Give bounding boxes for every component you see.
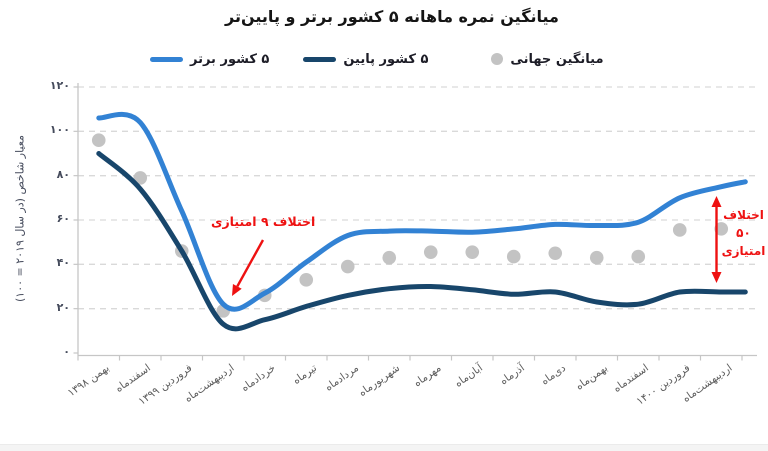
y-tick-label: ۴۰ <box>56 256 70 270</box>
y-tick-label: ۲۰ <box>56 300 70 314</box>
legend-label-world-average: میانگین جهانی <box>510 51 604 67</box>
x-axis-label: مردادماه <box>322 362 361 394</box>
line-top5 <box>96 111 748 312</box>
legend-dot-swatch-world-average <box>491 53 504 65</box>
annotation-arrow-shaft <box>236 239 265 287</box>
y-tick-label: ۰ <box>63 345 70 358</box>
x-axis-label: خردادماه <box>238 362 278 395</box>
x-axis-label: مهرماه <box>411 362 444 390</box>
dot-world-average <box>548 246 563 261</box>
x-axis-label: بهمن‌ماه <box>573 362 610 393</box>
dot-world-average <box>133 171 148 185</box>
legend-label-bottom5: ۵ کشور پایین <box>343 51 429 67</box>
legend-item-world-average: میانگین جهانی <box>491 51 604 67</box>
y-tick-label: ۱۰۰ <box>49 123 70 137</box>
y-tick-label: ۶۰ <box>56 211 70 225</box>
annotation-arrowhead <box>232 283 242 296</box>
dot-world-average <box>257 288 272 303</box>
dot-world-average <box>299 273 314 287</box>
x-axis-label: آبان‌ماه <box>452 362 486 390</box>
legend: ۵ کشور برتر ۵ کشور پایین میانگین جهانی <box>150 50 604 68</box>
x-axis-label: آذرماه <box>497 362 527 388</box>
dot-world-average <box>216 304 231 318</box>
dot-world-average <box>465 245 480 259</box>
dot-world-average <box>382 250 397 265</box>
line-bottom5 <box>96 151 748 332</box>
legend-line-swatch-top5 <box>150 56 183 62</box>
dot-world-average <box>631 249 646 264</box>
annotation-50-point-difference: اختلاف ۵۰ امتیازی <box>719 206 768 260</box>
annotation-50-line3: امتیازی <box>721 244 766 258</box>
legend-label-top5: ۵ کشور برتر <box>190 51 270 67</box>
dot-world-average <box>672 223 687 237</box>
dot-world-average <box>174 244 189 258</box>
window-bottom-strip <box>0 444 768 451</box>
annotation-9-point-difference: اختلاف ۹ امتیازی <box>211 214 316 229</box>
dot-world-average <box>506 249 521 264</box>
chart-title: میانگین نمره ماهانه ۵ کشور برتر و پایین‌… <box>225 7 559 26</box>
dot-world-average <box>91 133 106 147</box>
annotation-50-line2: ۵۰ <box>736 226 751 240</box>
dot-world-average <box>423 245 438 259</box>
x-axis-label: بهمن ۱۳۹۸ <box>65 362 112 400</box>
annotation-50-line1: اختلاف <box>723 208 764 222</box>
legend-line-swatch-bottom5 <box>303 56 337 62</box>
legend-item-top5: ۵ کشور برتر <box>150 52 269 67</box>
legend-item-bottom5: ۵ کشور پایین <box>303 52 428 67</box>
y-tick-label: ۱۲۰ <box>49 78 70 92</box>
dot-world-average <box>340 259 355 274</box>
x-axis-label: شهریورماه <box>356 362 403 399</box>
dot-world-average <box>589 250 604 265</box>
y-tick-label: ۸۰ <box>56 167 70 181</box>
x-axis-label: تیرماه <box>290 362 320 387</box>
x-axis-label: دی‌ماه <box>538 362 569 388</box>
annotation-arrowhead <box>711 272 722 283</box>
